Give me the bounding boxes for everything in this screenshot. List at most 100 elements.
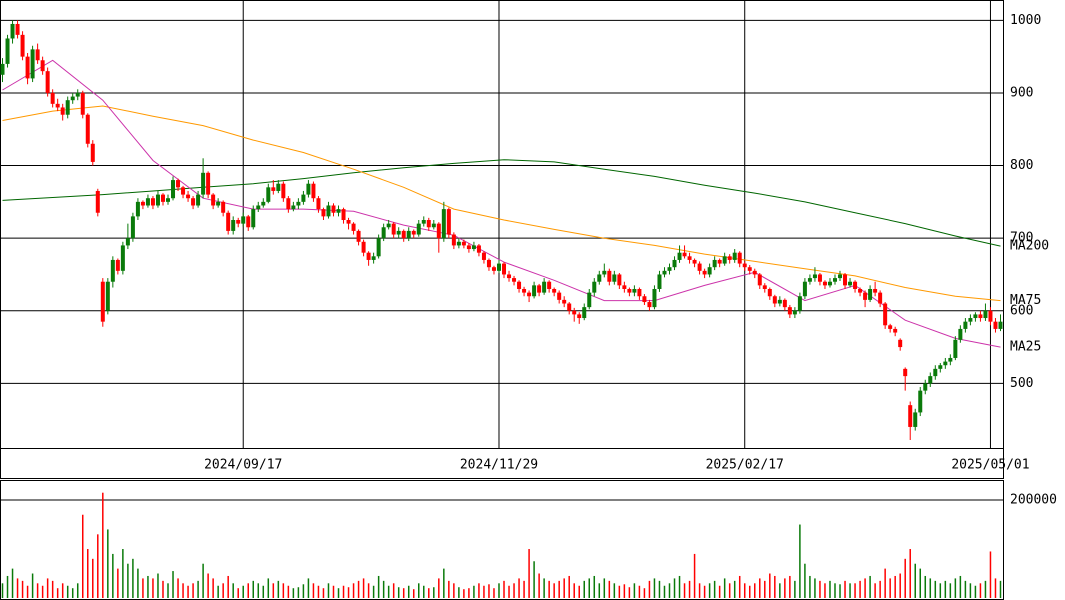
volume-bar [367, 583, 370, 598]
candle-body [878, 292, 883, 304]
volume-bar [407, 585, 410, 598]
y-tick-label: 500 [1010, 376, 1033, 391]
candle-body [181, 187, 186, 195]
candle-body [542, 281, 547, 293]
candle-body [537, 285, 542, 293]
candle-body [838, 274, 843, 279]
candle-body [351, 223, 356, 231]
volume-bar [26, 585, 29, 598]
volume-bar [718, 585, 721, 598]
volume-bar [317, 585, 320, 598]
volume-bar [438, 578, 440, 598]
volume-bar [377, 575, 380, 598]
candles [0, 20, 1003, 441]
candle-body [757, 274, 762, 286]
volume-bar [839, 584, 841, 598]
volume-bar [297, 587, 300, 598]
volume-bar [573, 583, 575, 598]
volume-bar [102, 492, 104, 598]
candle-body [587, 292, 592, 308]
volume-bar [327, 583, 330, 598]
candle-body [717, 259, 722, 264]
candle-body [762, 285, 767, 289]
volume-bar [759, 578, 761, 598]
candle-body [246, 216, 251, 228]
candle-body [848, 281, 853, 286]
volume-bar [56, 588, 59, 598]
volume-bar [122, 549, 124, 598]
moving-average [2, 59, 1001, 348]
volume-bar [307, 578, 310, 598]
volume-bar [643, 588, 646, 598]
volume-bar [493, 588, 495, 598]
volume-bar [799, 524, 801, 598]
volume-bar [312, 583, 315, 598]
candle-body [522, 288, 527, 293]
candle-body [276, 183, 281, 191]
volume-bar [277, 580, 280, 598]
x-tick-label: 2025/05/01 [951, 458, 1029, 473]
candle-body [160, 194, 165, 202]
candle-body [251, 209, 256, 228]
volume-bar [322, 588, 325, 598]
candle-body [597, 274, 602, 282]
candle-body [341, 209, 346, 221]
candle-body [211, 194, 216, 206]
volume-bar [282, 583, 285, 598]
volume-bar [623, 584, 626, 598]
volume-bar [764, 580, 766, 598]
candle-body [747, 267, 752, 271]
volume-bar [814, 578, 816, 598]
volume-bar [6, 575, 9, 598]
candle-body [853, 281, 858, 289]
candle-body [627, 288, 632, 293]
candle-body [75, 92, 80, 97]
volume-bar [909, 549, 911, 598]
candle-body [742, 263, 747, 268]
candle-body [727, 256, 732, 260]
candle-body [95, 190, 100, 213]
candle-body [958, 328, 963, 340]
candle-body [386, 223, 391, 228]
volume-bar [162, 580, 164, 598]
candle-body [381, 227, 386, 239]
candle-body [316, 198, 321, 210]
candle-body [792, 310, 797, 315]
candle-body [461, 241, 466, 246]
volume-bar [212, 578, 214, 598]
volume-bar [412, 589, 415, 598]
volume-bar [889, 578, 891, 598]
volume-bar [743, 583, 746, 598]
x-tick-label: 2025/02/17 [706, 458, 784, 473]
candle-body [572, 310, 577, 315]
candle-body [697, 263, 702, 271]
candle-body [677, 252, 682, 260]
candle-body [888, 325, 893, 329]
candle-body [592, 281, 597, 293]
candle-body [973, 314, 978, 319]
candle-body [456, 241, 461, 246]
candle-body [115, 259, 120, 271]
volume-bar [914, 563, 916, 598]
candle-body [983, 310, 988, 319]
candle-body [396, 230, 401, 235]
volume-bar [428, 588, 430, 598]
candle-body [527, 292, 532, 297]
volume-bar [779, 583, 781, 598]
price-frame [0, 0, 1004, 449]
candle-body [968, 318, 973, 322]
candle-body [55, 103, 60, 108]
candle-body [50, 92, 55, 104]
candle-body [226, 212, 231, 231]
volume-bar [397, 587, 400, 598]
candle-body [822, 281, 827, 286]
volume-bar [924, 575, 927, 598]
volume-bar [613, 583, 616, 598]
volume-bar [217, 585, 219, 598]
volume-bar [227, 575, 229, 598]
volume-bar [362, 578, 365, 598]
volume-bar [543, 578, 545, 598]
candle-body [401, 230, 406, 239]
volume-bar [829, 580, 831, 598]
candle-body [361, 241, 366, 253]
